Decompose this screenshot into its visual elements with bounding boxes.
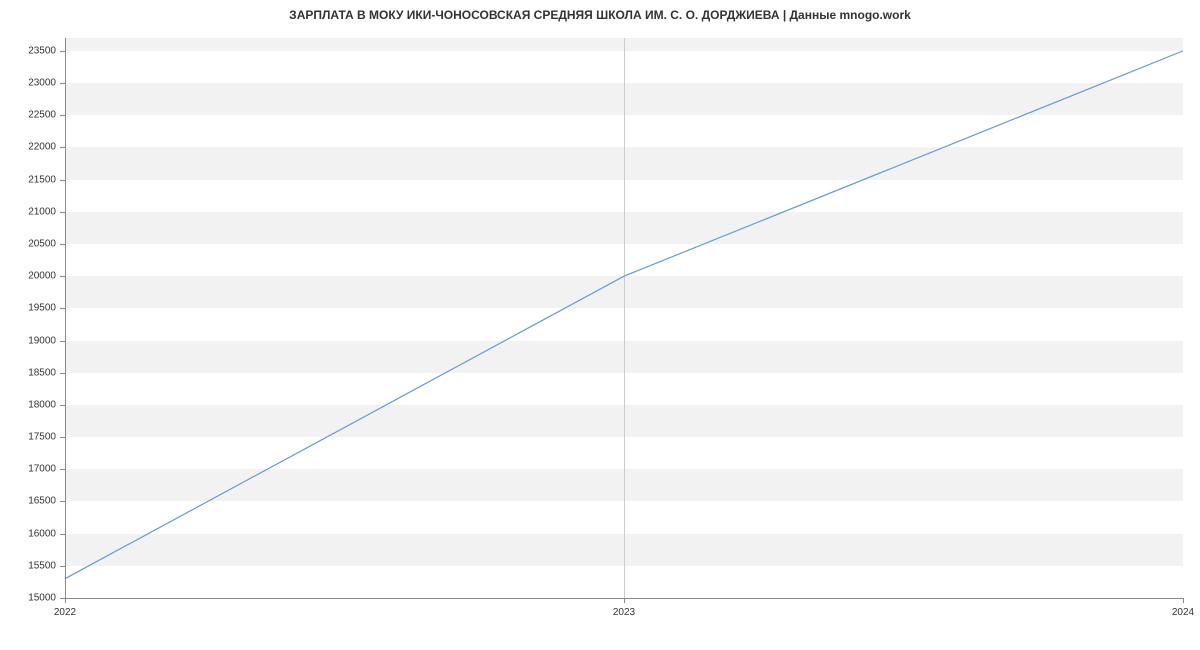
y-tick-label: 22500 bbox=[6, 110, 56, 121]
x-tick bbox=[624, 598, 625, 603]
y-tick-label: 17500 bbox=[6, 432, 56, 443]
y-tick bbox=[60, 437, 65, 438]
y-tick bbox=[60, 405, 65, 406]
chart-container: ЗАРПЛАТА В МОКУ ИКИ-ЧОНОСОВСКАЯ СРЕДНЯЯ … bbox=[0, 0, 1200, 650]
y-tick bbox=[60, 180, 65, 181]
y-tick bbox=[60, 534, 65, 535]
y-tick bbox=[60, 115, 65, 116]
y-tick-label: 19000 bbox=[6, 335, 56, 346]
plot-area: 1500015500160001650017000175001800018500… bbox=[65, 38, 1183, 598]
line-layer bbox=[65, 38, 1183, 598]
y-tick-label: 16000 bbox=[6, 528, 56, 539]
y-tick bbox=[60, 147, 65, 148]
y-tick bbox=[60, 212, 65, 213]
y-tick bbox=[60, 469, 65, 470]
y-tick-label: 18500 bbox=[6, 367, 56, 378]
x-tick bbox=[65, 598, 66, 603]
y-tick bbox=[60, 308, 65, 309]
chart-title: ЗАРПЛАТА В МОКУ ИКИ-ЧОНОСОВСКАЯ СРЕДНЯЯ … bbox=[0, 8, 1200, 22]
y-tick-label: 20000 bbox=[6, 271, 56, 282]
y-tick-label: 15000 bbox=[6, 593, 56, 604]
x-tick-label: 2022 bbox=[54, 607, 76, 618]
x-tick bbox=[1183, 598, 1184, 603]
y-tick-label: 20500 bbox=[6, 238, 56, 249]
y-tick bbox=[60, 341, 65, 342]
y-tick-label: 17000 bbox=[6, 464, 56, 475]
y-tick bbox=[60, 51, 65, 52]
y-tick bbox=[60, 276, 65, 277]
y-tick-label: 23000 bbox=[6, 78, 56, 89]
y-tick-label: 15500 bbox=[6, 560, 56, 571]
y-tick bbox=[60, 501, 65, 502]
y-tick bbox=[60, 244, 65, 245]
series-line bbox=[65, 51, 1183, 579]
y-tick-label: 18000 bbox=[6, 399, 56, 410]
y-tick-label: 22000 bbox=[6, 142, 56, 153]
y-tick-label: 23500 bbox=[6, 45, 56, 56]
y-tick-label: 19500 bbox=[6, 303, 56, 314]
y-tick bbox=[60, 83, 65, 84]
y-tick-label: 21000 bbox=[6, 206, 56, 217]
y-tick bbox=[60, 566, 65, 567]
y-axis bbox=[65, 38, 66, 598]
y-tick-label: 21500 bbox=[6, 174, 56, 185]
y-tick bbox=[60, 373, 65, 374]
y-tick-label: 16500 bbox=[6, 496, 56, 507]
x-tick-label: 2024 bbox=[1172, 607, 1194, 618]
x-tick-label: 2023 bbox=[613, 607, 635, 618]
